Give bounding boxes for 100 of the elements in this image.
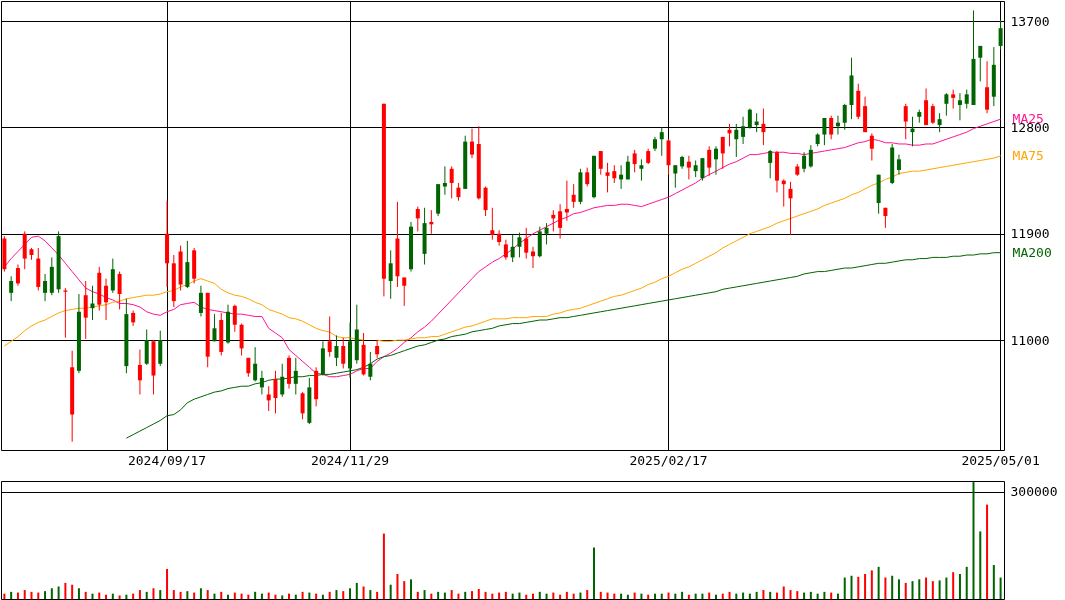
candlestick: [273, 370, 278, 414]
bar: [457, 593, 460, 599]
candlestick: [788, 181, 793, 236]
candlestick: [43, 273, 48, 302]
bar: [952, 572, 955, 599]
bar: [240, 593, 243, 599]
bar: [349, 588, 352, 599]
bar: [267, 592, 270, 599]
candlestick: [659, 126, 664, 157]
candlestick: [232, 304, 237, 333]
candlestick: [802, 151, 807, 173]
candlestick: [957, 92, 962, 121]
bar: [843, 577, 846, 599]
bar: [10, 591, 13, 599]
bar: [681, 591, 684, 599]
bar: [376, 591, 379, 599]
bar: [620, 593, 623, 599]
bar: [579, 592, 582, 599]
bar: [84, 591, 87, 599]
bar: [118, 595, 121, 599]
candlestick: [90, 285, 95, 321]
candlestick: [564, 180, 569, 222]
bar: [884, 577, 887, 599]
candlestick: [829, 115, 834, 140]
bar: [918, 579, 921, 599]
candlestick: [253, 346, 258, 382]
bar: [389, 584, 392, 599]
candlestick: [497, 229, 502, 247]
bar: [986, 504, 989, 599]
candlestick: [104, 278, 109, 321]
bar: [565, 591, 568, 599]
bar: [538, 591, 541, 599]
candlestick: [300, 391, 305, 420]
bar: [342, 591, 345, 599]
candlestick: [144, 328, 149, 366]
candlestick: [334, 334, 339, 367]
bar: [450, 590, 453, 599]
bar: [572, 593, 575, 599]
bar: [979, 531, 982, 599]
bar: [301, 591, 304, 599]
candlestick: [212, 313, 217, 342]
bar: [16, 592, 19, 599]
x-tick-label: 2024/11/29: [310, 452, 390, 468]
bar: [965, 566, 968, 599]
bar: [904, 582, 907, 599]
candlestick: [985, 60, 990, 114]
candlestick: [510, 234, 515, 263]
bar: [592, 547, 595, 599]
bar: [532, 593, 534, 599]
bar: [57, 586, 60, 599]
candlestick: [198, 285, 203, 317]
bar: [823, 591, 826, 599]
candlestick: [822, 117, 827, 146]
candlestick: [442, 165, 447, 196]
bar: [735, 593, 738, 599]
candlestick: [741, 116, 746, 145]
bar: [701, 593, 704, 599]
y-tick-label: 11900: [1010, 226, 1050, 242]
candlestick: [869, 132, 874, 162]
candlestick: [903, 103, 908, 140]
bar: [206, 590, 209, 599]
candlestick: [9, 275, 14, 302]
candlestick: [293, 357, 298, 395]
bar: [762, 590, 765, 599]
bar: [911, 581, 914, 599]
bar: [877, 566, 880, 599]
candlestick: [524, 227, 529, 260]
bar: [897, 579, 900, 599]
candlestick: [707, 145, 712, 177]
candlestick: [747, 108, 752, 130]
candlestick: [734, 123, 739, 158]
candlestick: [951, 89, 956, 110]
bar: [355, 582, 358, 599]
bar: [742, 592, 745, 599]
bar: [477, 588, 480, 599]
candlestick: [402, 276, 407, 307]
bar: [958, 573, 961, 599]
bar: [728, 591, 731, 599]
bar: [193, 592, 196, 599]
candlestick: [117, 271, 122, 310]
candlestick: [375, 339, 380, 359]
candlestick: [632, 149, 637, 173]
bar: [111, 593, 114, 599]
candlestick: [598, 150, 603, 176]
y-tick-label: 11000: [1010, 332, 1050, 348]
candlestick: [259, 370, 264, 395]
candlestick: [896, 154, 901, 176]
candlestick: [483, 186, 488, 217]
bar: [437, 591, 440, 599]
bar: [769, 591, 772, 599]
bar: [471, 591, 473, 599]
bar: [403, 581, 406, 599]
bar: [491, 593, 494, 599]
candlestick: [517, 232, 522, 258]
candlestick: [720, 136, 725, 170]
bar: [972, 482, 975, 599]
bar: [816, 593, 819, 599]
bar: [186, 591, 189, 599]
bar: [159, 590, 162, 599]
candlestick: [280, 363, 285, 398]
